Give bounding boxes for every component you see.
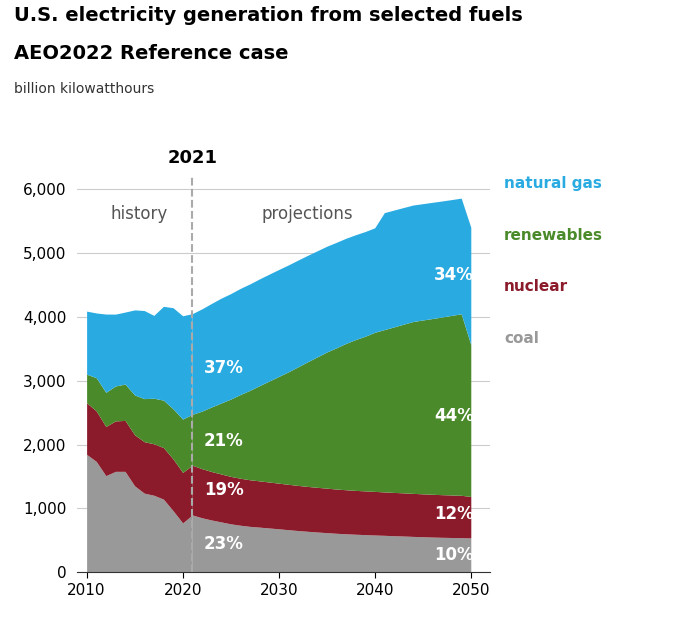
Text: projections: projections [262,206,354,223]
Text: U.S. electricity generation from selected fuels: U.S. electricity generation from selecte… [14,6,523,25]
Text: history: history [111,206,168,223]
Text: 19%: 19% [204,481,244,499]
Text: AEO2022 Reference case: AEO2022 Reference case [14,44,288,63]
Text: 44%: 44% [434,407,474,425]
Text: 21%: 21% [204,431,244,450]
Text: 2021: 2021 [167,148,217,167]
Text: 10%: 10% [434,546,474,564]
Text: 12%: 12% [434,505,474,523]
Text: coal: coal [504,331,539,346]
Text: renewables: renewables [504,228,603,243]
Text: nuclear: nuclear [504,279,568,294]
Text: 37%: 37% [204,359,244,377]
Text: billion kilowatthours: billion kilowatthours [14,82,154,96]
Text: natural gas: natural gas [504,176,602,191]
Text: 34%: 34% [434,266,474,284]
Text: 23%: 23% [204,535,244,553]
